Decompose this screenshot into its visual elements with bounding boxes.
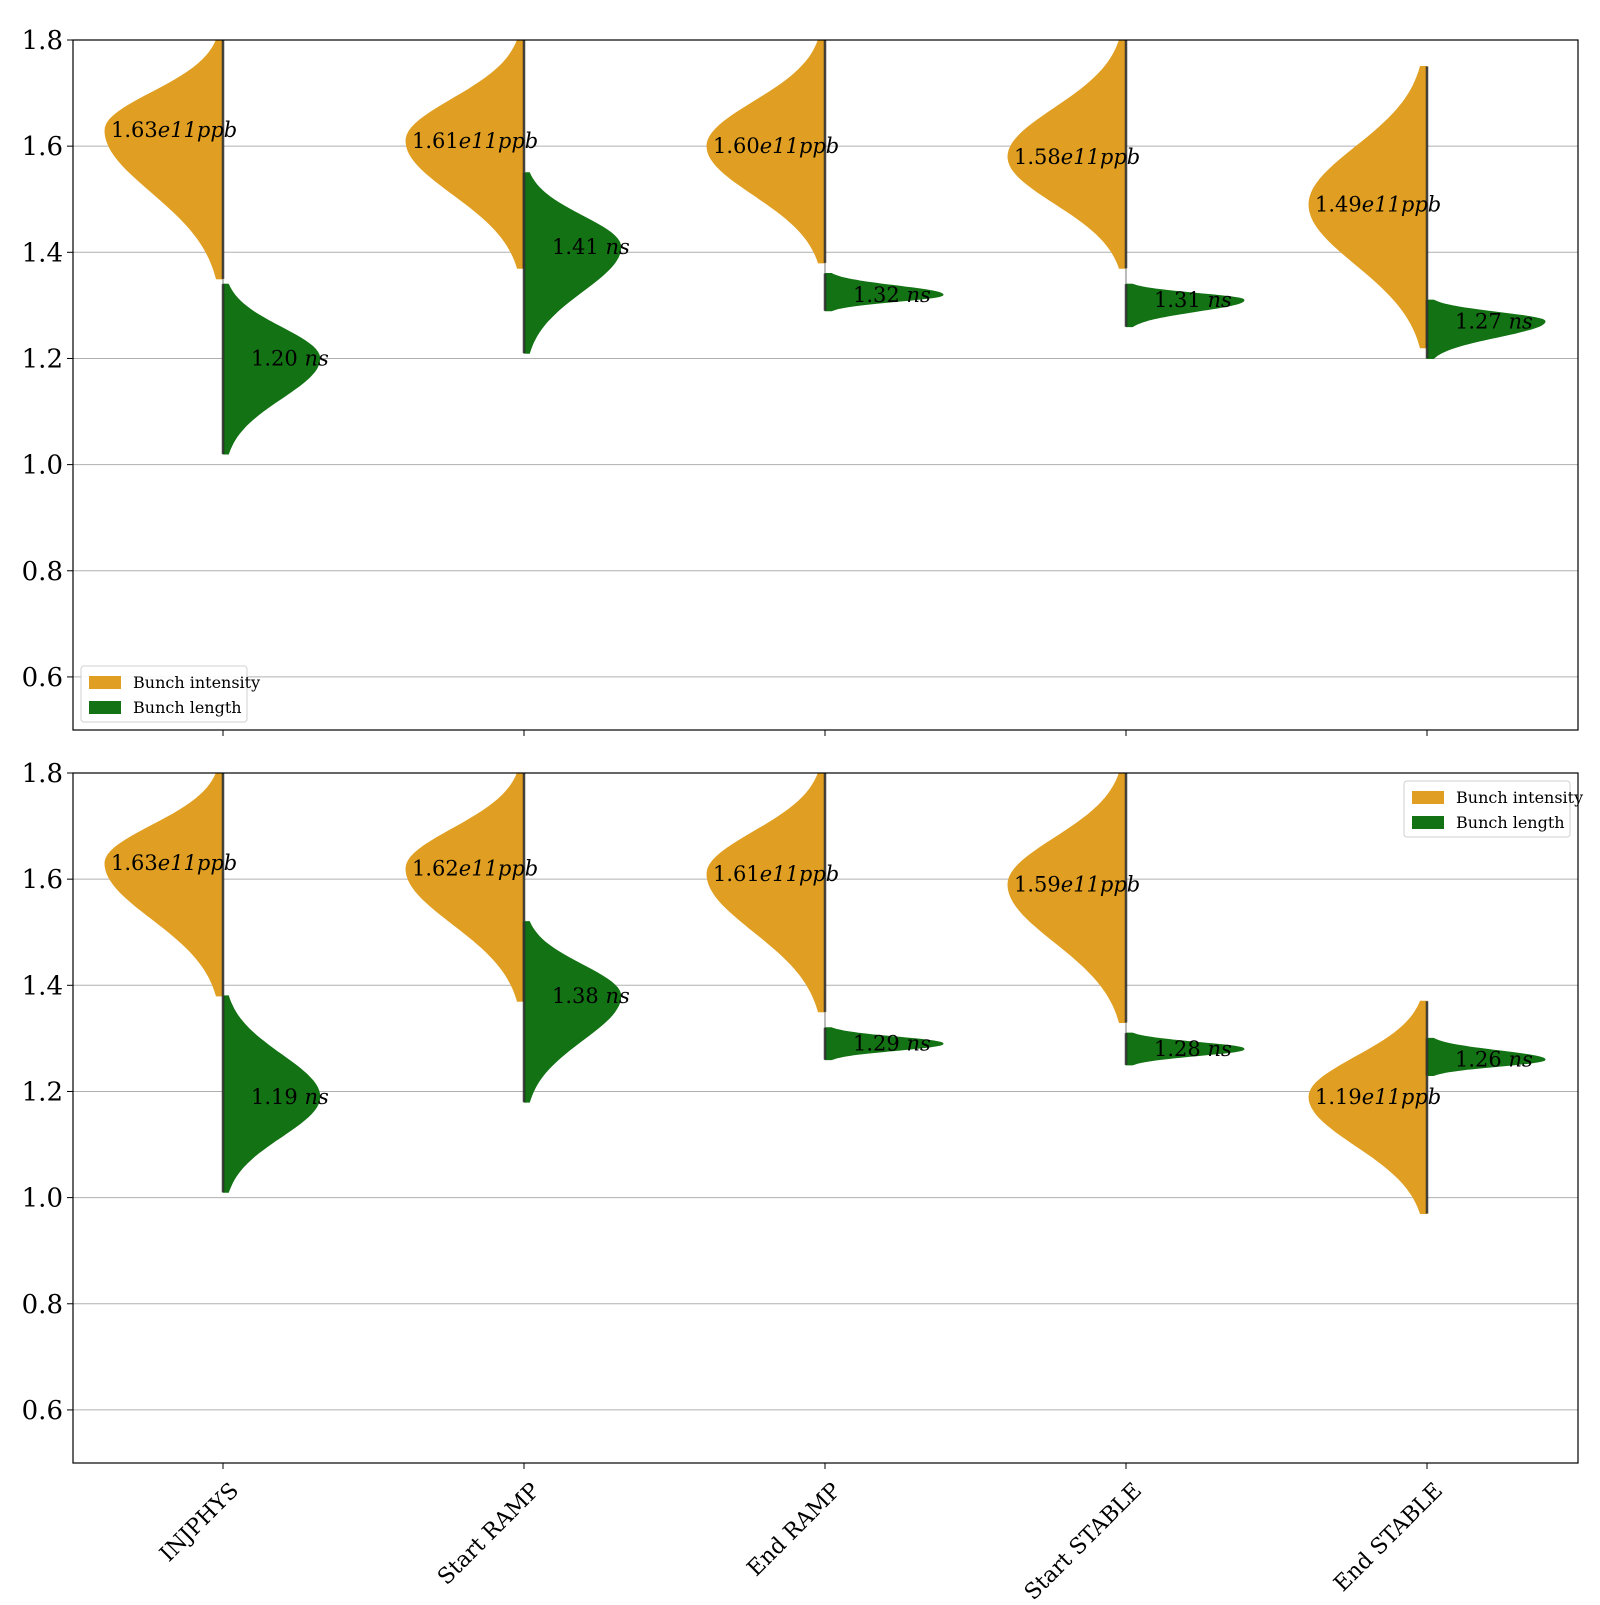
length-value-label: 1.38 ns bbox=[552, 984, 630, 1008]
length-value-label: 1.28 ns bbox=[1154, 1037, 1232, 1061]
violin-length bbox=[1426, 299, 1546, 360]
x-category-label: Start STABLE bbox=[1020, 1478, 1147, 1600]
violin-length bbox=[1125, 283, 1245, 328]
violin-length bbox=[1426, 1037, 1546, 1077]
violin-length bbox=[824, 1027, 944, 1061]
violin-length bbox=[523, 172, 622, 354]
violin-intensity bbox=[405, 773, 525, 1002]
plot-panel-top: 0.6 0.8 1.0 1.2 1.4 1.6 1.8 1.63e11ppb 1.20 ns 1.… bbox=[22, 26, 1579, 736]
axes-frame bbox=[72, 772, 1579, 1464]
violins-group bbox=[104, 40, 1546, 455]
violin-intensity bbox=[706, 773, 826, 1013]
violin-length bbox=[222, 283, 321, 455]
y-tick-label: 1.2 bbox=[22, 344, 63, 374]
violin-intensity bbox=[104, 773, 224, 997]
intensity-value-label: 1.49e11ppb bbox=[1315, 193, 1441, 217]
legend-swatch bbox=[1412, 791, 1444, 804]
violin-length bbox=[523, 921, 622, 1103]
y-tick-label: 1.6 bbox=[22, 132, 63, 162]
y-tick-label: 1.0 bbox=[22, 451, 63, 481]
legend-swatch bbox=[1412, 816, 1444, 829]
violin-length bbox=[824, 272, 944, 312]
legend-box bbox=[1403, 780, 1571, 838]
intensity-value-label: 1.61e11ppb bbox=[412, 129, 538, 153]
length-value-label: 1.19 ns bbox=[251, 1085, 329, 1109]
length-value-label: 1.32 ns bbox=[853, 283, 931, 307]
axes-frame bbox=[72, 39, 1579, 731]
violins-group bbox=[104, 773, 1546, 1215]
y-tick-label: 1.6 bbox=[22, 865, 63, 895]
length-value-label: 1.41 ns bbox=[552, 235, 630, 259]
legend: Bunch intensity Bunch length bbox=[80, 665, 260, 723]
legend-swatch bbox=[89, 701, 121, 714]
x-category-label: Start RAMP bbox=[433, 1478, 545, 1590]
y-tick-label: 1.2 bbox=[22, 1077, 63, 1107]
intensity-value-label: 1.61e11ppb bbox=[713, 862, 839, 886]
violin-length bbox=[222, 995, 321, 1193]
violin-intensity bbox=[706, 40, 826, 264]
intensity-value-label: 1.19e11ppb bbox=[1315, 1085, 1441, 1109]
violin-intensity bbox=[104, 40, 224, 280]
violin-intensity bbox=[1308, 65, 1428, 349]
y-tick-label: 1.4 bbox=[22, 238, 63, 268]
violin-length bbox=[1125, 1032, 1245, 1066]
legend-label: Bunch length bbox=[1456, 813, 1565, 832]
length-value-label: 1.27 ns bbox=[1455, 309, 1533, 333]
x-category-label: End RAMP bbox=[743, 1478, 846, 1581]
intensity-value-label: 1.63e11ppb bbox=[111, 118, 237, 142]
length-value-label: 1.26 ns bbox=[1455, 1048, 1533, 1072]
length-value-label: 1.29 ns bbox=[853, 1032, 931, 1056]
violin-intensity bbox=[1007, 40, 1127, 269]
intensity-value-label: 1.59e11ppb bbox=[1014, 872, 1140, 896]
x-category-label: End STABLE bbox=[1329, 1478, 1447, 1596]
y-tick-label: 0.8 bbox=[22, 557, 63, 587]
x-category-label: INJPHYS bbox=[155, 1478, 244, 1567]
intensity-value-label: 1.60e11ppb bbox=[713, 134, 839, 158]
y-tick-label: 0.6 bbox=[22, 1396, 63, 1426]
y-tick-label: 0.8 bbox=[22, 1290, 63, 1320]
legend-label: Bunch intensity bbox=[1456, 788, 1583, 807]
length-value-label: 1.31 ns bbox=[1154, 288, 1232, 312]
legend-swatch bbox=[89, 676, 121, 689]
intensity-value-label: 1.63e11ppb bbox=[111, 851, 237, 875]
legend-box bbox=[80, 665, 248, 723]
violin-intensity bbox=[1007, 773, 1127, 1024]
legend: Bunch intensity Bunch length bbox=[1403, 780, 1583, 838]
length-value-label: 1.20 ns bbox=[251, 346, 329, 370]
y-tick-label: 1.8 bbox=[22, 759, 63, 789]
y-tick-label: 0.6 bbox=[22, 663, 63, 693]
y-tick-label: 1.4 bbox=[22, 971, 63, 1001]
legend-label: Bunch intensity bbox=[133, 673, 260, 692]
y-tick-label: 1.0 bbox=[22, 1184, 63, 1214]
violin-intensity bbox=[1308, 1000, 1428, 1215]
y-tick-label: 1.8 bbox=[22, 26, 63, 56]
legend-label: Bunch length bbox=[133, 698, 242, 717]
violin-intensity bbox=[405, 40, 525, 269]
plot-panel-bottom: 0.6 0.8 1.0 1.2 1.4 1.6 1.8 1.63e11ppb 1.19 ns 1.… bbox=[22, 759, 1583, 1469]
intensity-value-label: 1.62e11ppb bbox=[412, 857, 538, 881]
intensity-value-label: 1.58e11ppb bbox=[1014, 145, 1140, 169]
